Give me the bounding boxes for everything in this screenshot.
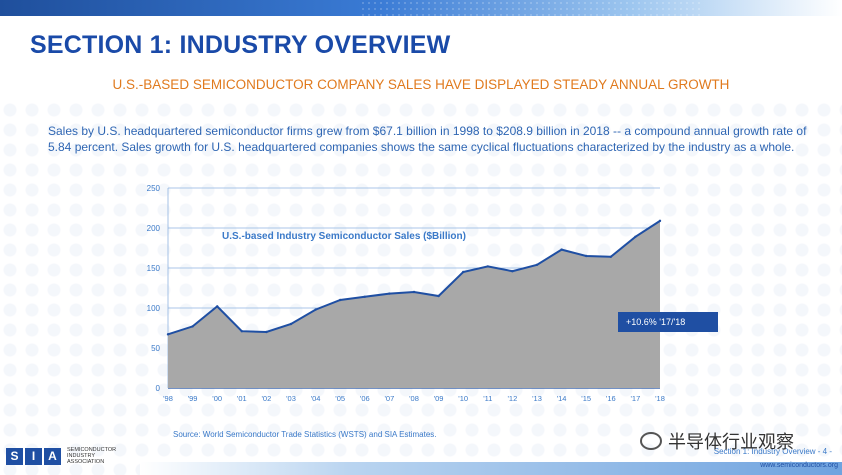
x-tick-label-05: '05 bbox=[335, 394, 345, 403]
logo-text: SEMICONDUCTOR INDUSTRY ASSOCIATION bbox=[67, 447, 116, 465]
series-area-fill bbox=[168, 220, 660, 388]
footer-section-label: Section 1: Industry Overview - 4 - bbox=[713, 447, 832, 456]
logo-letter-s: S bbox=[6, 447, 23, 465]
x-tick-label-11: '11 bbox=[483, 394, 492, 403]
x-tick-label-16: '16 bbox=[606, 394, 616, 403]
x-tick-label-13: '13 bbox=[532, 394, 542, 403]
data-point-05 bbox=[339, 298, 342, 302]
page-title: SECTION 1: INDUSTRY OVERVIEW bbox=[30, 31, 451, 59]
x-tick-label-02: '02 bbox=[262, 394, 272, 403]
logo-line-1: SEMICONDUCTOR bbox=[67, 447, 117, 453]
data-point-13 bbox=[535, 263, 539, 266]
data-point-06 bbox=[363, 295, 366, 298]
data-point-08 bbox=[412, 290, 416, 294]
data-point-18 bbox=[658, 219, 662, 223]
logo-letter-i: I bbox=[25, 447, 42, 465]
data-point-12 bbox=[511, 270, 514, 273]
wechat-icon bbox=[640, 432, 662, 450]
data-point-15 bbox=[585, 254, 588, 258]
y-tick-label-150: 150 bbox=[147, 264, 161, 273]
footer-url: www.semiconductors.org bbox=[760, 462, 838, 469]
x-tick-label-99: '99 bbox=[188, 394, 198, 403]
data-point-07 bbox=[388, 292, 391, 295]
x-tick-label-03: '03 bbox=[286, 394, 296, 403]
x-tick-label-98: '98 bbox=[163, 394, 173, 403]
data-point-09 bbox=[437, 294, 440, 298]
description-text: Sales by U.S. headquartered semiconducto… bbox=[48, 124, 807, 154]
y-tick-label-250: 250 bbox=[147, 184, 161, 193]
data-point-00 bbox=[216, 305, 219, 308]
page-subtitle: U.S.-BASED SEMICONDUCTOR COMPANY SALES H… bbox=[112, 77, 730, 92]
x-tick-label-04: '04 bbox=[311, 394, 321, 403]
data-point-98 bbox=[166, 333, 170, 336]
source-note: Source: World Semiconductor Trade Statis… bbox=[173, 430, 437, 439]
x-tick-label-18: '18 bbox=[655, 394, 665, 403]
logo-line-3: ASSOCIATION bbox=[67, 459, 105, 465]
data-point-04 bbox=[314, 308, 317, 311]
y-tick-label-0: 0 bbox=[156, 384, 161, 393]
x-tick-label-12: '12 bbox=[508, 394, 518, 403]
banner-pattern bbox=[360, 0, 700, 16]
data-point-14 bbox=[560, 248, 563, 251]
x-tick-label-06: '06 bbox=[360, 394, 370, 403]
data-point-99 bbox=[191, 325, 194, 328]
x-tick-label-14: '14 bbox=[557, 394, 567, 403]
data-point-02 bbox=[265, 330, 268, 334]
watermark: 半导体行业观察 bbox=[640, 428, 794, 454]
y-tick-label-100: 100 bbox=[147, 304, 161, 313]
data-point-01 bbox=[240, 330, 243, 333]
data-point-16 bbox=[609, 255, 612, 258]
data-point-17 bbox=[634, 235, 637, 238]
chart-title: U.S.-based Industry Semiconductor Sales … bbox=[222, 231, 466, 242]
x-tick-label-17: '17 bbox=[631, 394, 641, 403]
logo-line-2: INDUSTRY bbox=[67, 453, 96, 459]
top-banner bbox=[0, 0, 842, 16]
sia-logo: S I A SEMICONDUCTOR INDUSTRY ASSOCIATION bbox=[6, 447, 116, 465]
x-tick-label-07: '07 bbox=[385, 394, 395, 403]
data-point-10 bbox=[462, 270, 465, 274]
logo-letter-a: A bbox=[44, 447, 61, 465]
bottom-banner bbox=[140, 462, 842, 475]
x-tick-label-01: '01 bbox=[237, 394, 247, 403]
hex-background bbox=[0, 100, 842, 475]
x-tick-label-15: '15 bbox=[581, 394, 591, 403]
growth-callout: +10.6% '17/'18 bbox=[618, 312, 718, 332]
x-tick-label-08: '08 bbox=[409, 394, 419, 403]
data-point-03 bbox=[289, 322, 293, 326]
x-tick-label-09: '09 bbox=[434, 394, 444, 403]
data-point-11 bbox=[486, 265, 489, 268]
y-tick-label-200: 200 bbox=[147, 224, 161, 233]
watermark-text: 半导体行业观察 bbox=[668, 432, 794, 453]
x-tick-label-10: '10 bbox=[458, 394, 468, 403]
y-tick-label-50: 50 bbox=[151, 344, 160, 353]
x-tick-label-00: '00 bbox=[212, 394, 222, 403]
